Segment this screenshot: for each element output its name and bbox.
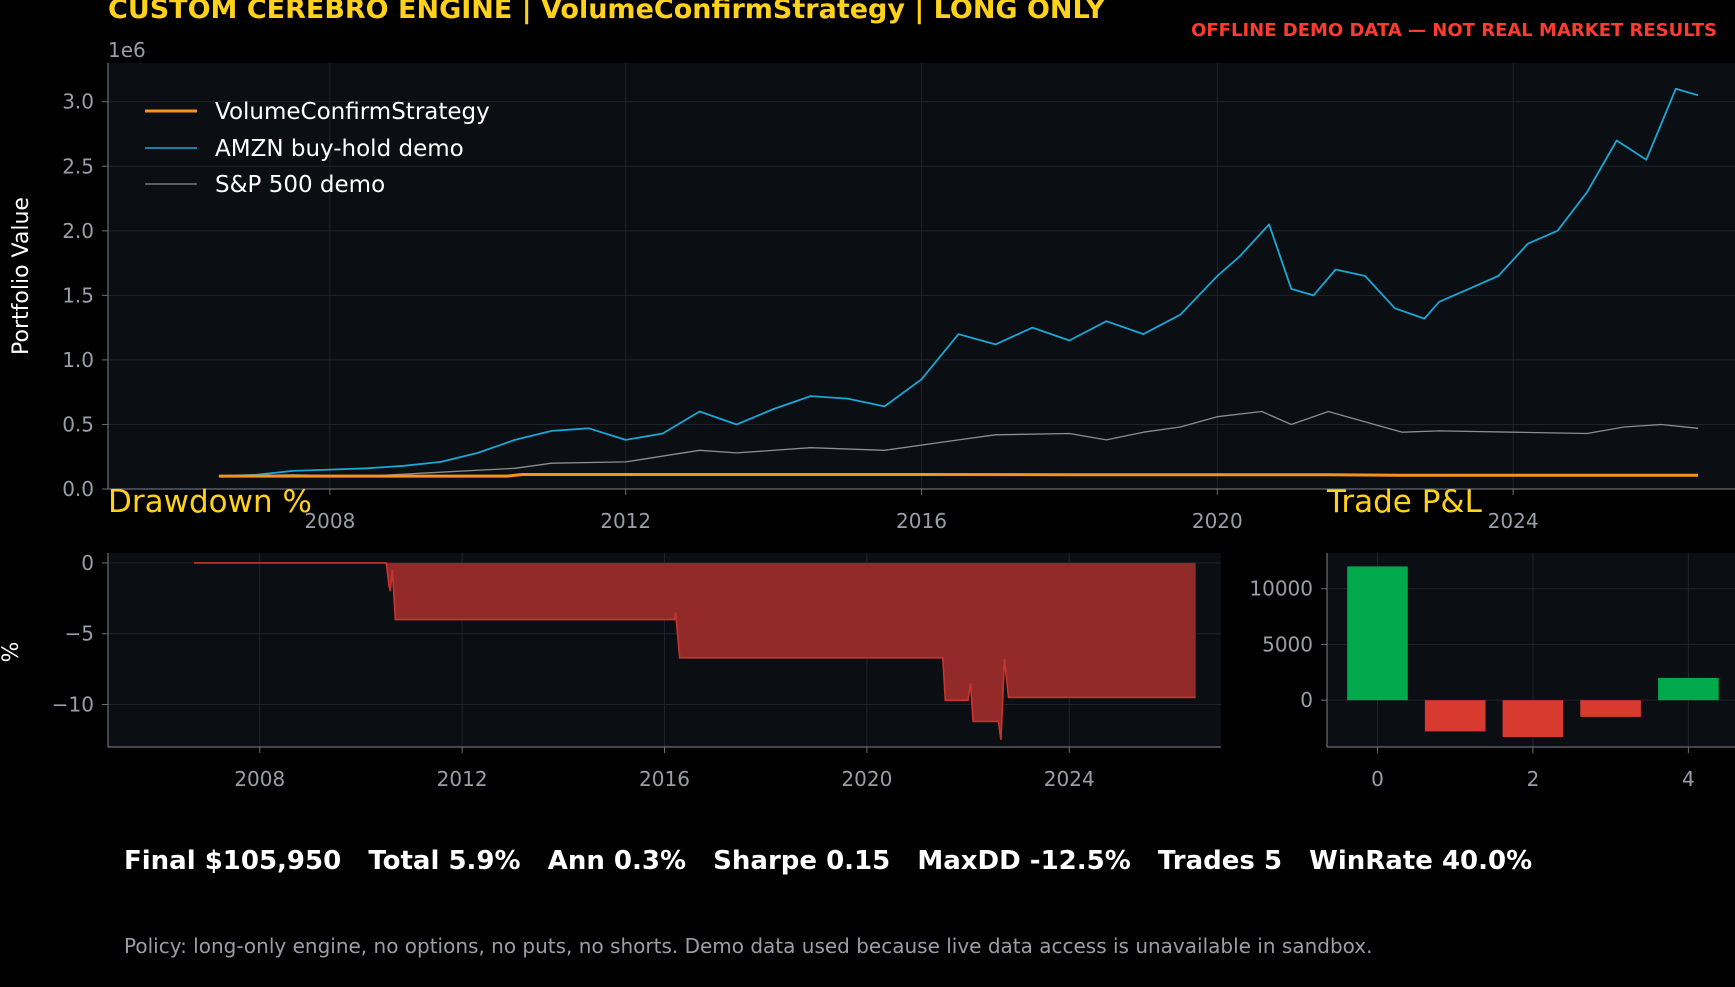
legend-label-sp500: S&P 500 demo [215,172,385,198]
y-tick-label: 1.0 [62,348,94,372]
drawdown-series [194,562,1196,741]
trade-pnl-axes: 0 2 4 0 5000 10000 Trade P&L [1249,484,1735,791]
drawdown-line [194,562,1196,741]
demo-data-warning: OFFLINE DEMO DATA — NOT REAL MARKET RESU… [1191,20,1717,41]
policy-note: Policy: long-only engine, no options, no… [124,934,1373,958]
y-tick-label: 10000 [1249,577,1313,601]
legend-label-strategy: VolumeConfirmStrategy [215,99,490,125]
pnl-title: Trade P&L [1326,484,1483,520]
x-tick-label: 2020 [841,767,892,791]
equity-y-axis-label: Portfolio Value [9,197,34,355]
y-tick-label: 0.0 [62,477,94,501]
y-tick-label: 3.0 [62,90,94,114]
amzn-line [218,87,1699,477]
y-tick-label: 0.5 [62,412,94,436]
page-title: CUSTOM CEREBRO ENGINE | VolumeConfirmStr… [108,0,1106,25]
drawdown-title: Drawdown % [108,484,312,520]
pnl-bar [1424,700,1486,732]
pnl-bar [1580,700,1641,717]
y-tick-label: −10 [52,693,94,717]
x-tick-label: 2016 [639,767,690,791]
x-tick-label: 2012 [437,767,488,791]
equity-ticks: 2008 2012 2016 2020 2024 0.0 0.5 1.0 1.5 2.0 2.5 3.… [62,90,1538,533]
x-tick-label: 2024 [1044,767,1095,791]
drawdown-y-axis-label: % [0,642,24,663]
performance-stats: Final $105,950 Total 5.9% Ann 0.3% Sharp… [124,846,1533,876]
x-tick-label: 2024 [1488,509,1539,533]
y-tick-label: 5000 [1262,632,1313,656]
equity-axes: 2008 2012 2016 2020 2024 0.0 0.5 1.0 1.5 2.0 2.5 3.… [9,38,1735,533]
drawdown-axes: 2008 2012 2016 2020 2024 0 −5 −10 Drawdown % % [0,484,1221,791]
pnl-bar [1658,677,1719,701]
pnl-bars [1347,566,1719,737]
equity-series [218,87,1699,478]
y-tick-label: 0 [1300,688,1313,712]
x-tick-label: 2008 [304,509,355,533]
x-tick-label: 2008 [234,767,285,791]
x-tick-label: 0 [1371,767,1384,791]
y-tick-label: −5 [65,622,94,646]
y-tick-label: 2.5 [62,154,94,178]
legend-label-amzn: AMZN buy-hold demo [215,136,464,162]
equity-legend: VolumeConfirmStrategy AMZN buy-hold demo… [145,99,490,198]
x-tick-label: 2 [1527,767,1540,791]
x-tick-label: 2016 [896,509,947,533]
pnl-ticks: 0 2 4 0 5000 10000 [1249,577,1694,791]
pnl-bar [1347,566,1408,701]
equity-grid [108,63,1735,490]
x-tick-label: 4 [1682,767,1695,791]
pnl-bar [1502,700,1564,737]
drawdown-ticks: 2008 2012 2016 2020 2024 0 −5 −10 [52,551,1095,791]
sp500-line [218,410,1699,477]
x-tick-label: 2020 [1192,509,1243,533]
x-tick-label: 2012 [600,509,651,533]
y-tick-label: 0 [81,551,94,575]
y-tick-label: 2.0 [62,219,94,243]
y-tick-label: 1.5 [62,283,94,307]
y-offset-label: 1e6 [108,38,146,62]
strategy-line [218,473,1699,478]
